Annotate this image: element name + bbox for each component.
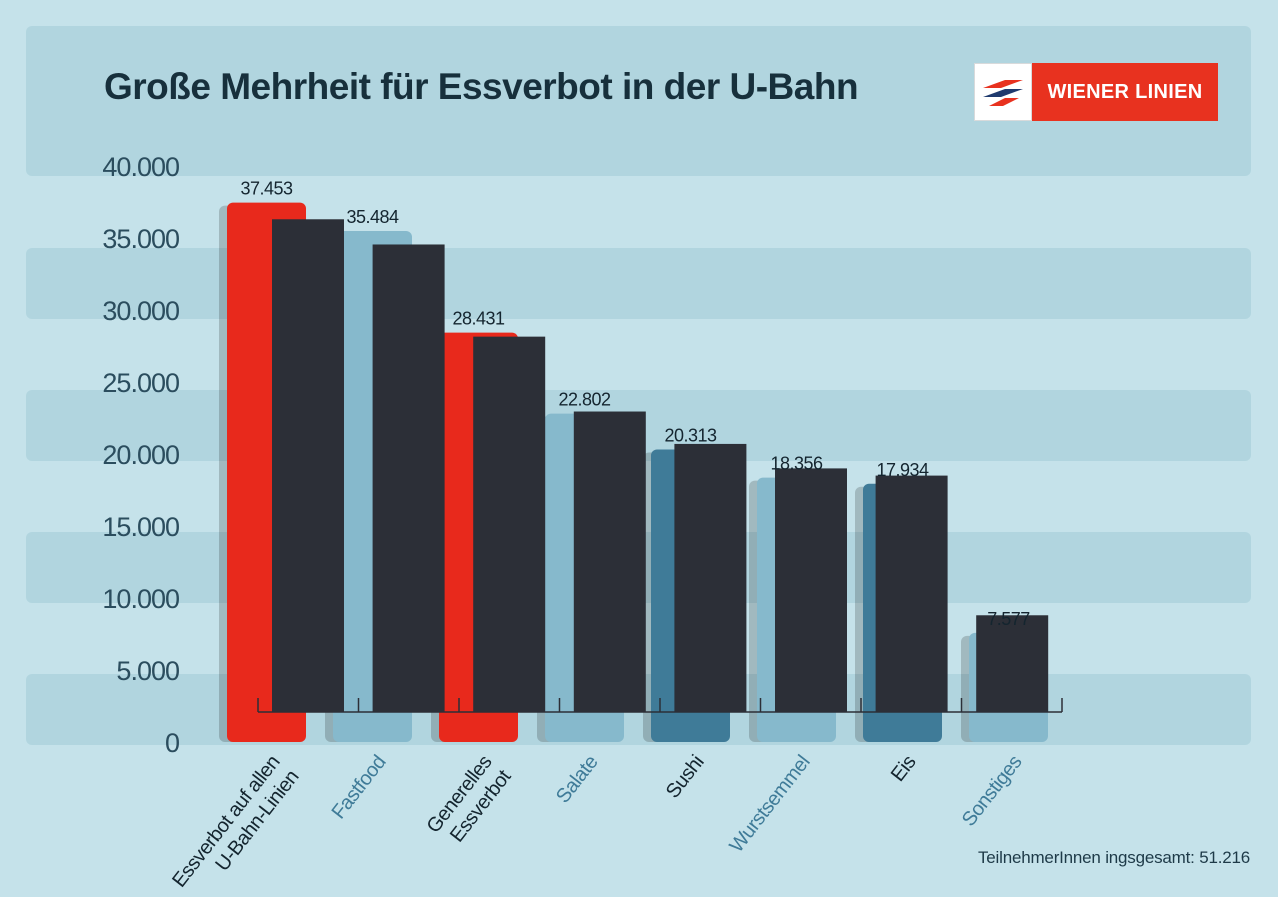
participants-footnote: TeilnehmerInnen ingsgesamt: 51.216: [978, 848, 1250, 867]
value-label: 7.577: [987, 609, 1030, 629]
overlay-bar: [674, 443, 747, 712]
category-label: Fastfood: [328, 752, 391, 824]
category-label: GenerellesEssverbot: [423, 751, 516, 852]
category-label-line: Fastfood: [328, 752, 391, 824]
overlay-bar: [473, 336, 546, 712]
value-label: 20.313: [664, 425, 717, 445]
overlay-bar: [372, 244, 445, 713]
wiener-linien-logo: WIENER LINIEN: [974, 63, 1218, 121]
overlay-bar: [272, 219, 344, 712]
y-tick-label: 25.000: [102, 368, 179, 398]
chart-title: Große Mehrheit für Essverbot in der U-Ba…: [104, 66, 859, 107]
y-tick-label: 5.000: [116, 656, 179, 686]
category-label-line: Salate: [552, 751, 603, 807]
category-label: Sushi: [662, 751, 709, 802]
value-label: 28.431: [452, 309, 505, 329]
overlay-bar: [875, 475, 948, 712]
value-label: 37.453: [240, 179, 293, 199]
category-label-line: Sonstiges: [958, 751, 1027, 831]
category-label: Salate: [552, 751, 603, 807]
value-label: 18.356: [770, 454, 823, 474]
y-tick-label: 0: [165, 728, 179, 758]
y-tick-label: 30.000: [102, 296, 179, 326]
logo-wordmark: WIENER LINIEN: [1032, 63, 1218, 121]
value-label: 35.484: [346, 207, 399, 227]
category-label-line: Eis: [887, 751, 921, 786]
logo-icon: [974, 63, 1032, 121]
y-tick-label: 35.000: [102, 224, 179, 254]
value-label: 22.802: [558, 390, 611, 410]
y-tick-label: 10.000: [102, 584, 179, 614]
category-label-line: Sushi: [662, 751, 709, 802]
overlay-bar: [976, 615, 1049, 712]
category-label: Essverbot auf allenU-Bahn-Linien: [168, 752, 303, 897]
value-label: 17.934: [876, 460, 929, 480]
overlay-bar: [573, 411, 646, 712]
overlay-bar: [775, 468, 847, 712]
y-tick-label: 20.000: [102, 440, 179, 470]
category-label: Sonstiges: [958, 751, 1027, 831]
category-label-line: Wurstsemmel: [725, 751, 814, 856]
category-label: Wurstsemmel: [725, 751, 814, 856]
y-tick-label: 40.000: [102, 152, 179, 182]
y-tick-label: 15.000: [102, 512, 179, 542]
category-label: Eis: [887, 751, 921, 786]
